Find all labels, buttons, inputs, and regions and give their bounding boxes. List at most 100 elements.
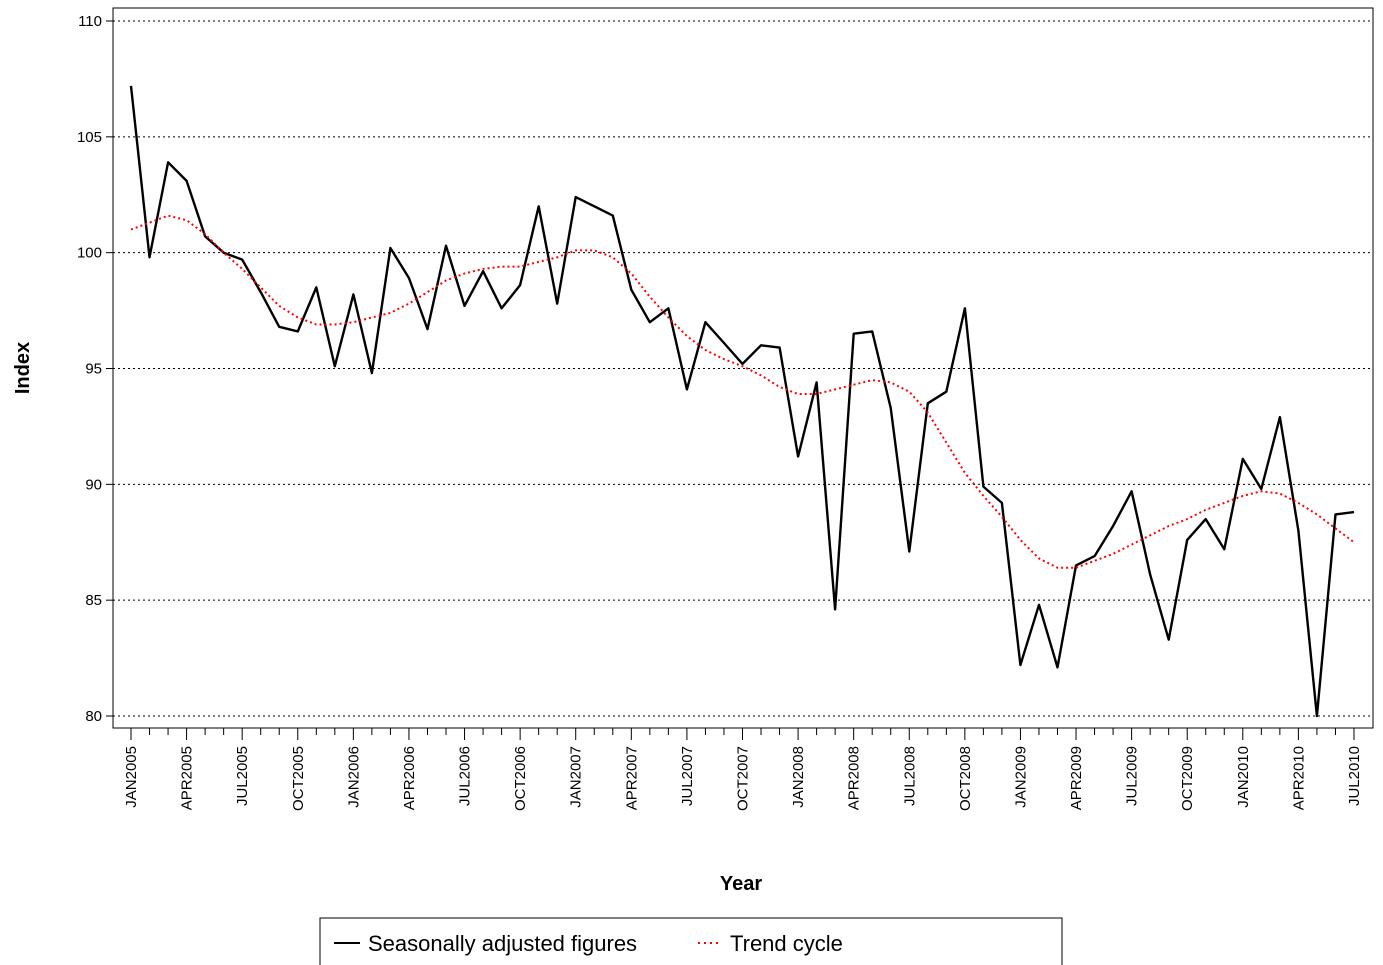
data-point-s0-27 bbox=[631, 289, 632, 290]
data-point-s0-6 bbox=[242, 259, 243, 260]
data-point-s0-2 bbox=[168, 162, 169, 163]
data-point-s0-38 bbox=[835, 609, 836, 610]
data-point-s0-22 bbox=[538, 206, 539, 207]
data-point-s1-58 bbox=[1205, 509, 1206, 510]
data-point-s0-45 bbox=[964, 308, 965, 309]
data-point-s1-12 bbox=[353, 322, 354, 323]
data-point-s1-21 bbox=[520, 266, 521, 267]
data-point-s0-1 bbox=[149, 257, 150, 258]
data-point-s0-58 bbox=[1205, 519, 1206, 520]
data-point-s0-47 bbox=[1001, 502, 1002, 503]
x-tick-label-apr2005: APR2005 bbox=[179, 746, 196, 810]
data-point-s0-0 bbox=[130, 85, 131, 86]
data-point-s1-64 bbox=[1316, 514, 1317, 515]
y-tick-label-85: 85 bbox=[85, 592, 102, 609]
data-point-s1-39 bbox=[853, 384, 854, 385]
x-tick-label-jul2008: JUL2008 bbox=[901, 746, 918, 806]
data-point-s0-37 bbox=[816, 382, 817, 383]
data-point-s0-16 bbox=[427, 329, 428, 330]
data-point-s0-12 bbox=[353, 294, 354, 295]
x-axis: JAN2005 APR2005 JUL2005 OCT2005 JAN2006 APR20… bbox=[123, 728, 1363, 811]
data-point-s1-23 bbox=[557, 257, 558, 258]
data-point-s1-11 bbox=[334, 324, 335, 325]
x-tick-label-oct2005: OCT2005 bbox=[290, 746, 307, 811]
x-tick-label-jul2010: JUL2010 bbox=[1346, 746, 1363, 806]
data-point-s1-42 bbox=[909, 391, 910, 392]
data-point-s1-54 bbox=[1131, 544, 1132, 545]
data-point-s0-42 bbox=[909, 551, 910, 552]
data-point-s0-21 bbox=[520, 285, 521, 286]
legend-box bbox=[319, 917, 1063, 965]
data-point-s0-31 bbox=[705, 322, 706, 323]
data-point-s0-7 bbox=[260, 292, 261, 293]
plot-frame bbox=[112, 7, 1374, 729]
data-point-s1-30 bbox=[686, 336, 687, 337]
x-tick-label-jan2009: JAN2009 bbox=[1012, 746, 1029, 808]
data-point-s0-20 bbox=[501, 308, 502, 309]
legend-label-trend-cycle: Trend cycle bbox=[730, 931, 843, 956]
data-point-s1-0 bbox=[130, 229, 131, 230]
data-point-s1-49 bbox=[1038, 558, 1039, 559]
y-tick-label-100: 100 bbox=[77, 245, 102, 262]
data-point-s0-62 bbox=[1279, 417, 1280, 418]
data-point-s0-14 bbox=[390, 247, 391, 248]
data-point-s0-61 bbox=[1261, 488, 1262, 489]
x-tick-label-jul2007: JUL2007 bbox=[679, 746, 696, 806]
x-tick-label-apr2006: APR2006 bbox=[401, 746, 418, 810]
x-tick-label-oct2008: OCT2008 bbox=[957, 746, 974, 811]
data-point-s0-24 bbox=[575, 197, 576, 198]
y-axis-title: Index bbox=[12, 342, 34, 394]
data-point-s1-22 bbox=[538, 261, 539, 262]
data-point-s0-9 bbox=[297, 331, 298, 332]
data-point-s0-23 bbox=[557, 303, 558, 304]
data-point-s1-16 bbox=[427, 292, 428, 293]
data-point-s0-60 bbox=[1242, 458, 1243, 459]
x-tick-label-apr2007: APR2007 bbox=[623, 746, 640, 810]
data-point-s1-36 bbox=[798, 393, 799, 394]
data-point-s0-35 bbox=[779, 347, 780, 348]
data-point-s0-19 bbox=[483, 271, 484, 272]
x-tick-label-oct2009: OCT2009 bbox=[1179, 746, 1196, 811]
data-point-s0-64 bbox=[1316, 715, 1317, 716]
data-point-s0-36 bbox=[798, 456, 799, 457]
data-point-s0-59 bbox=[1224, 549, 1225, 550]
data-point-s0-17 bbox=[445, 245, 446, 246]
data-point-s0-26 bbox=[612, 215, 613, 216]
data-point-s0-25 bbox=[594, 206, 595, 207]
data-point-s1-47 bbox=[1001, 516, 1002, 517]
data-point-s0-4 bbox=[205, 236, 206, 237]
series-layer bbox=[129, 85, 1355, 718]
x-tick-label-apr2010: APR2010 bbox=[1290, 746, 1307, 810]
legend-label-seasonally-adjusted: Seasonally adjusted figures bbox=[368, 931, 637, 956]
data-point-s0-34 bbox=[760, 345, 761, 346]
data-point-s1-66 bbox=[1353, 542, 1354, 543]
data-point-s1-6 bbox=[242, 268, 243, 269]
data-point-s0-49 bbox=[1038, 604, 1039, 605]
data-point-s1-10 bbox=[316, 324, 317, 325]
data-point-s0-48 bbox=[1020, 664, 1021, 665]
data-point-s0-44 bbox=[946, 391, 947, 392]
data-point-s0-13 bbox=[371, 373, 372, 374]
data-point-s0-41 bbox=[890, 407, 891, 408]
data-point-s0-8 bbox=[279, 326, 280, 327]
data-point-s1-18 bbox=[464, 273, 465, 274]
data-point-s1-14 bbox=[390, 312, 391, 313]
data-point-s1-38 bbox=[835, 389, 836, 390]
data-point-s0-18 bbox=[464, 305, 465, 306]
data-point-s0-10 bbox=[316, 287, 317, 288]
data-point-s1-7 bbox=[260, 287, 261, 288]
data-point-s0-63 bbox=[1298, 530, 1299, 531]
x-tick-label-oct2006: OCT2006 bbox=[512, 746, 529, 811]
data-point-s0-15 bbox=[408, 278, 409, 279]
data-point-s0-11 bbox=[334, 366, 335, 367]
data-point-s0-56 bbox=[1168, 639, 1169, 640]
data-point-s0-50 bbox=[1057, 667, 1058, 668]
data-point-s1-63 bbox=[1298, 502, 1299, 503]
data-point-s1-48 bbox=[1020, 539, 1021, 540]
data-point-s0-32 bbox=[723, 342, 724, 343]
data-point-s1-20 bbox=[501, 266, 502, 267]
data-point-s1-57 bbox=[1187, 519, 1188, 520]
data-point-s1-25 bbox=[594, 250, 595, 251]
series-line-trend-cycle bbox=[130, 214, 1355, 569]
